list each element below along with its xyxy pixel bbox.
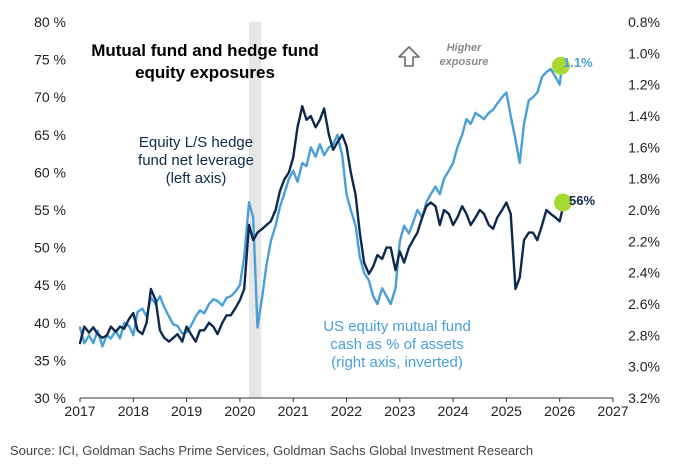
mutual-fund-cash-line bbox=[78, 64, 563, 348]
up-arrow-icon bbox=[398, 46, 420, 67]
right-tick-label: 0.8% bbox=[628, 14, 660, 30]
source-note: Source: ICI, Goldman Sachs Prime Service… bbox=[10, 443, 533, 458]
x-tick-label: 2026 bbox=[544, 403, 575, 419]
x-tick-label: 2019 bbox=[171, 403, 202, 419]
mutual-fund-end-marker bbox=[551, 56, 570, 75]
higher-exposure-label-1: Higher bbox=[447, 42, 483, 54]
right-tick-label: 2.8% bbox=[628, 327, 660, 343]
left-tick-label: 80 % bbox=[34, 14, 66, 30]
x-tick-label: 2017 bbox=[64, 403, 95, 419]
left-tick-label: 35 % bbox=[34, 352, 66, 368]
left-tick-label: 75 % bbox=[34, 52, 66, 68]
covid-shaded-region bbox=[248, 22, 262, 398]
mutual-fund-label-2: cash as % of assets bbox=[330, 336, 463, 353]
right-tick-label: 1.8% bbox=[628, 171, 660, 187]
left-tick-label: 30 % bbox=[34, 390, 66, 406]
right-tick-label: 2.0% bbox=[628, 202, 660, 218]
left-tick-label: 60 % bbox=[34, 164, 66, 180]
hedge-fund-end-marker bbox=[553, 193, 572, 212]
left-tick-label: 40 % bbox=[34, 315, 66, 331]
hedge-fund-end-value: 56% bbox=[569, 193, 595, 208]
right-tick-label: 2.6% bbox=[628, 296, 660, 312]
right-axis-tick-labels: 0.8% 1.0% 1.2% 1.4% 1.6% 1.8% 2.0% 2.2% 2.4% 2.6%… bbox=[628, 14, 660, 406]
end-markers bbox=[551, 56, 572, 212]
x-tick-label: 2021 bbox=[278, 403, 309, 419]
left-tick-label: 45 % bbox=[34, 277, 66, 293]
chart-title-line-1: Mutual fund and hedge fund bbox=[91, 41, 319, 60]
x-tick-label: 2022 bbox=[331, 403, 362, 419]
right-tick-label: 2.4% bbox=[628, 265, 660, 281]
series-lines bbox=[78, 64, 566, 348]
hedge-fund-label-2: fund net leverage bbox=[138, 152, 254, 169]
right-tick-label: 1.2% bbox=[628, 77, 660, 93]
x-tick-label: 2018 bbox=[118, 403, 149, 419]
left-tick-label: 70 % bbox=[34, 89, 66, 105]
mutual-fund-label-1: US equity mutual fund bbox=[323, 318, 471, 335]
higher-exposure-label-2: exposure bbox=[440, 56, 489, 68]
hedge-fund-label-3: (left axis) bbox=[166, 170, 227, 187]
left-tick-label: 50 % bbox=[34, 240, 66, 256]
x-tick-label: 2023 bbox=[384, 403, 415, 419]
x-tick-label: 2024 bbox=[438, 403, 469, 419]
right-tick-label: 3.0% bbox=[628, 359, 660, 375]
right-tick-label: 2.2% bbox=[628, 233, 660, 249]
right-tick-label: 3.2% bbox=[628, 390, 660, 406]
chart-title-line-2: equity exposures bbox=[135, 63, 275, 82]
hedge-fund-label-1: Equity L/S hedge bbox=[139, 134, 253, 151]
mutual-fund-end-value: 1.1% bbox=[563, 55, 593, 70]
x-tick-labels: 2017 2018 2019 2020 2021 2022 2023 2024 2025 2026… bbox=[64, 398, 629, 419]
right-tick-label: 1.6% bbox=[628, 139, 660, 155]
left-axis-tick-labels: 30 % 35 % 40 % 45 % 50 % 55 % 60 % 65 % 70 % 75 %… bbox=[34, 14, 66, 406]
mutual-fund-label-3: (right axis, inverted) bbox=[331, 354, 463, 371]
left-tick-label: 55 % bbox=[34, 202, 66, 218]
hedge-fund-leverage-line bbox=[78, 104, 566, 345]
right-tick-label: 1.4% bbox=[628, 108, 660, 124]
right-tick-label: 1.0% bbox=[628, 45, 660, 61]
x-tick-label: 2025 bbox=[491, 403, 522, 419]
left-tick-label: 65 % bbox=[34, 127, 66, 143]
x-tick-label: 2027 bbox=[597, 403, 628, 419]
x-tick-label: 2020 bbox=[224, 403, 255, 419]
